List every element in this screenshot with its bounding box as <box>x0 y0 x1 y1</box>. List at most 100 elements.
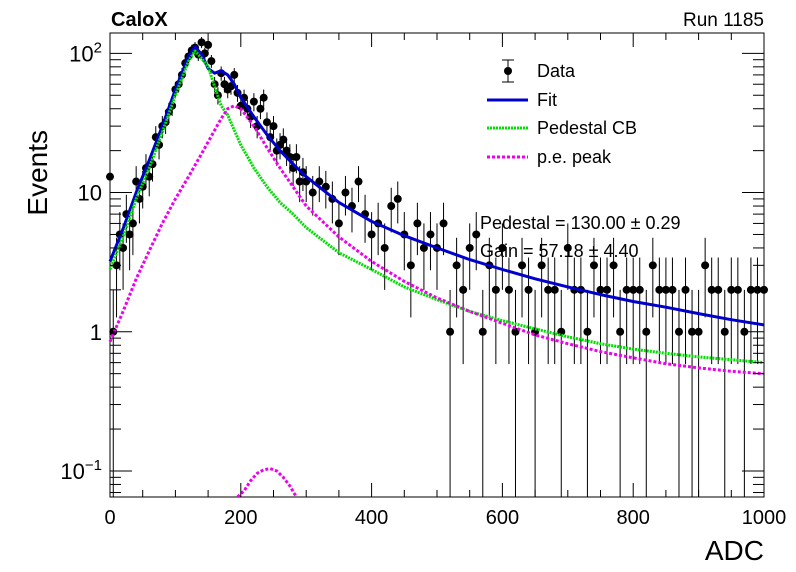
x-tick-label: 1000 <box>742 507 787 529</box>
data-point <box>452 237 461 318</box>
y-tick-label: 10−1 <box>60 457 102 484</box>
fit-results: Pedestal = 130.00 ± 0.29 Gain = 57.18 ± … <box>480 213 681 261</box>
legend-label-pe: p.e. peak <box>537 147 612 167</box>
data-point <box>230 68 239 83</box>
data-point <box>380 223 389 290</box>
fit-curve <box>108 45 765 327</box>
data-point <box>106 161 114 197</box>
data-point <box>570 257 579 365</box>
header-left: CaloX <box>111 9 168 31</box>
data-point <box>616 289 625 497</box>
data-point <box>668 257 677 365</box>
x-tick-label: 600 <box>486 507 519 529</box>
data-point <box>491 257 500 365</box>
data-point <box>609 237 618 318</box>
pedestal-cb-curve <box>108 49 765 365</box>
data-point <box>439 202 448 256</box>
data-point <box>406 237 415 318</box>
data-point <box>269 115 278 139</box>
legend: Data Fit Pedestal CB p.e. peak <box>487 59 637 167</box>
data-point <box>544 257 553 365</box>
data-point <box>259 89 268 108</box>
fit-result-pedestal: Pedestal = 130.00 ± 0.29 <box>480 213 681 233</box>
data-point <box>419 223 428 290</box>
x-axis-label: ADC <box>705 535 764 566</box>
legend-marker-data <box>502 59 514 83</box>
data-point <box>674 289 683 497</box>
data-point <box>760 257 768 365</box>
data-point <box>563 223 572 290</box>
x-tick-label: 800 <box>617 507 650 529</box>
y-tick-label-base: 1 <box>90 320 102 345</box>
data-point <box>714 257 723 365</box>
data-point <box>207 54 216 68</box>
y-tick-label: 1 <box>90 320 102 345</box>
legend-label-pedestal: Pedestal CB <box>537 118 637 138</box>
y-axis-label: Events <box>22 130 53 216</box>
data-point <box>249 93 258 112</box>
data-point <box>753 257 762 365</box>
data-point <box>204 39 213 51</box>
data-point <box>701 237 710 318</box>
data-point <box>537 237 546 318</box>
y-tick-label: 102 <box>69 39 102 66</box>
y-tick-label-base: 10 <box>69 41 93 66</box>
data-point <box>387 187 396 233</box>
data-point <box>518 237 527 318</box>
header-right: Run 1185 <box>683 10 764 31</box>
data-point <box>550 257 559 365</box>
data-point <box>596 257 605 365</box>
data-point <box>746 257 755 365</box>
data-point <box>642 289 651 497</box>
data-point <box>400 212 409 271</box>
data-point <box>688 289 697 497</box>
data-point <box>603 257 612 365</box>
data-point <box>524 257 533 365</box>
data-point <box>413 202 422 256</box>
data-point <box>655 257 664 365</box>
y-tick-label: 10 <box>78 181 102 206</box>
fit-result-gain: Gain = 57.18 ± 4.40 <box>480 241 639 261</box>
x-tick-label: 0 <box>104 507 115 529</box>
y-tick-label-base: 10 <box>78 181 102 206</box>
data-point <box>583 289 592 497</box>
data-point <box>128 202 137 256</box>
data-point <box>511 289 520 497</box>
data-point <box>341 175 350 216</box>
data-point <box>707 257 716 365</box>
x-tick-label: 200 <box>224 507 257 529</box>
data-point <box>282 138 291 166</box>
y-tick-label-base: 10 <box>60 459 84 484</box>
data-point <box>622 257 631 365</box>
data-point <box>197 37 206 49</box>
legend-label-fit: Fit <box>537 90 557 110</box>
data-point <box>589 237 598 318</box>
data-point <box>694 289 703 497</box>
data-point <box>262 112 271 134</box>
pe-peak-curve <box>108 104 765 376</box>
data-point <box>426 212 435 271</box>
data-point <box>720 289 729 497</box>
x-tick-label: 400 <box>355 507 388 529</box>
legend-label-data: Data <box>537 61 576 81</box>
data-point <box>629 257 638 365</box>
data-point <box>256 99 265 120</box>
data-point <box>531 289 540 497</box>
data-point <box>393 181 402 224</box>
data-point <box>727 257 736 365</box>
data-point <box>557 289 566 497</box>
y-tick-label-exponent: 2 <box>94 39 102 56</box>
data-point <box>334 202 343 256</box>
data-point <box>465 223 474 290</box>
y-tick-label-exponent: −1 <box>85 457 102 474</box>
data-point <box>354 166 363 203</box>
data-point <box>498 223 507 290</box>
data-point <box>459 257 468 365</box>
data-point <box>504 257 513 365</box>
data-point <box>635 257 644 365</box>
pe-peak-2-curve <box>236 467 298 499</box>
data-point <box>733 257 742 365</box>
data-point <box>446 289 455 497</box>
data-point <box>478 289 487 497</box>
